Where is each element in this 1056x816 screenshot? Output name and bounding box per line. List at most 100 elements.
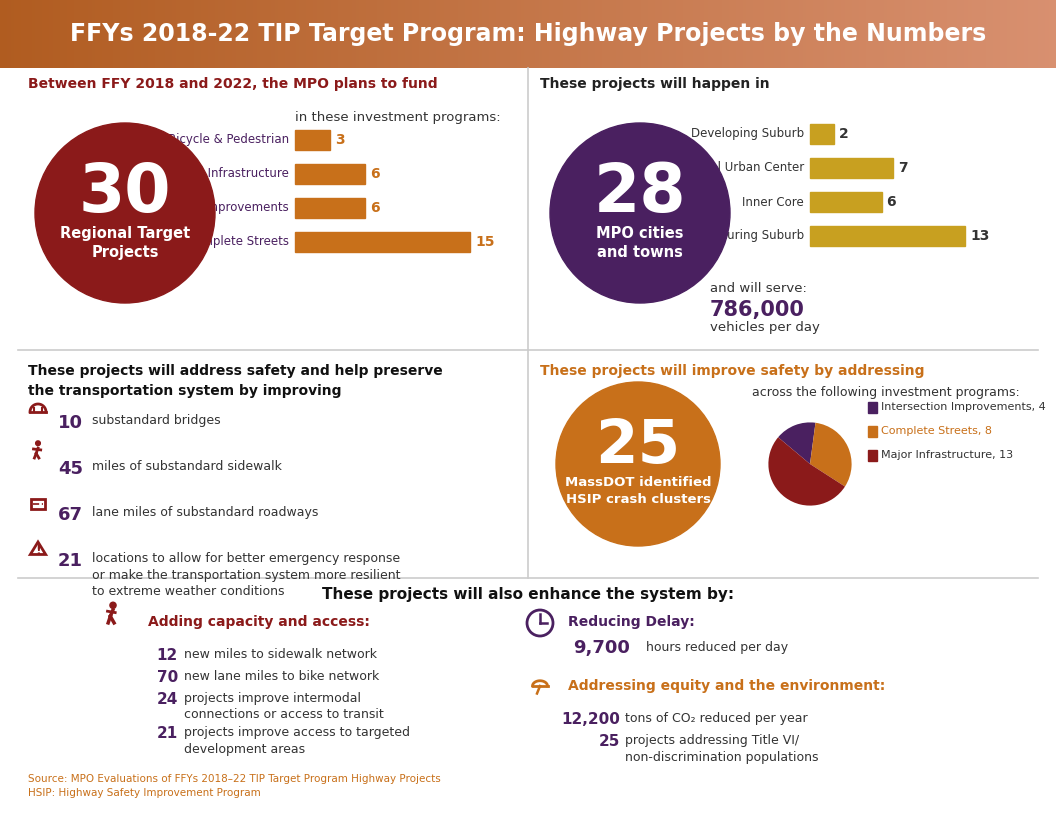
Bar <box>876 0 881 68</box>
Text: Complete Streets, 8: Complete Streets, 8 <box>881 426 992 436</box>
Bar <box>581 0 585 68</box>
Bar <box>267 0 272 68</box>
Bar <box>288 0 294 68</box>
Bar <box>781 0 786 68</box>
Bar <box>433 0 437 68</box>
Bar <box>563 0 568 68</box>
Text: These projects will happen in: These projects will happen in <box>540 77 770 91</box>
Bar <box>868 450 876 461</box>
Text: 13: 13 <box>970 229 989 243</box>
Bar <box>359 0 363 68</box>
Bar <box>887 0 891 68</box>
Text: locations to allow for better emergency response
or make the transportation syst: locations to allow for better emergency … <box>92 552 400 598</box>
Bar <box>525 0 529 68</box>
Bar <box>884 0 888 68</box>
Text: Developing Suburb: Developing Suburb <box>691 127 804 140</box>
Bar <box>985 0 991 68</box>
Bar <box>542 0 547 68</box>
Text: 70: 70 <box>156 670 178 685</box>
Text: 21: 21 <box>58 552 83 570</box>
Bar <box>1053 0 1056 68</box>
Bar <box>183 0 188 68</box>
Bar <box>116 0 120 68</box>
Bar <box>683 0 687 68</box>
Bar <box>383 0 389 68</box>
Bar <box>32 0 36 68</box>
Bar <box>264 0 268 68</box>
Bar <box>531 0 536 68</box>
Bar <box>641 0 645 68</box>
Bar <box>869 0 874 68</box>
Bar <box>868 402 876 413</box>
Bar <box>436 0 441 68</box>
Bar <box>193 0 199 68</box>
Bar <box>39 0 43 68</box>
Text: Inner Core: Inner Core <box>742 196 804 209</box>
Bar <box>517 0 522 68</box>
Text: Intersection Improvements, 4: Intersection Improvements, 4 <box>881 402 1045 412</box>
Bar <box>806 0 811 68</box>
Bar <box>352 0 357 68</box>
Bar <box>1011 0 1015 68</box>
Bar <box>475 0 479 68</box>
Bar <box>81 0 86 68</box>
Bar <box>486 0 490 68</box>
Bar <box>246 0 251 68</box>
Text: These projects will also enhance the system by:: These projects will also enhance the sys… <box>322 587 734 601</box>
Bar <box>145 0 149 68</box>
Bar <box>229 0 233 68</box>
Bar <box>810 158 893 178</box>
Bar <box>130 0 135 68</box>
Bar <box>763 0 769 68</box>
Bar <box>799 0 804 68</box>
Bar <box>11 0 15 68</box>
Text: Reducing Delay:: Reducing Delay: <box>568 615 695 629</box>
Bar <box>943 0 948 68</box>
Text: 3: 3 <box>335 133 344 147</box>
Bar <box>785 0 790 68</box>
Bar <box>859 0 864 68</box>
Bar <box>711 0 716 68</box>
Bar <box>56 0 61 68</box>
Bar <box>102 0 107 68</box>
Bar <box>947 0 951 68</box>
Circle shape <box>550 123 730 303</box>
Bar <box>665 0 670 68</box>
Bar <box>472 0 476 68</box>
Bar <box>465 0 469 68</box>
Bar <box>591 0 596 68</box>
Bar <box>155 0 159 68</box>
Bar <box>975 0 980 68</box>
Bar <box>468 0 473 68</box>
Text: new miles to sidewalk network: new miles to sidewalk network <box>184 648 377 661</box>
Bar <box>1049 0 1054 68</box>
Bar <box>77 0 82 68</box>
Text: hours reduced per day: hours reduced per day <box>646 641 788 654</box>
Bar <box>42 0 46 68</box>
Bar <box>151 0 156 68</box>
Bar <box>810 192 882 212</box>
Text: across the following investment programs:: across the following investment programs… <box>752 386 1020 399</box>
Text: projects improve access to targeted
development areas: projects improve access to targeted deve… <box>184 726 410 756</box>
Text: 30: 30 <box>79 160 171 226</box>
Bar <box>391 0 395 68</box>
Bar <box>950 0 955 68</box>
Bar <box>507 0 511 68</box>
Bar <box>753 0 758 68</box>
Bar <box>937 0 941 68</box>
Bar <box>573 0 579 68</box>
Text: Adding capacity and access:: Adding capacity and access: <box>148 615 370 629</box>
Bar <box>489 0 494 68</box>
Bar <box>180 0 184 68</box>
Text: 28: 28 <box>593 160 686 226</box>
Bar <box>401 0 406 68</box>
Bar <box>901 0 906 68</box>
Bar <box>67 0 72 68</box>
Text: 12: 12 <box>156 648 178 663</box>
Bar <box>996 0 1001 68</box>
Bar <box>757 0 761 68</box>
Bar <box>810 0 814 68</box>
Bar <box>219 0 223 68</box>
Bar <box>894 0 899 68</box>
Text: miles of substandard sidewalk: miles of substandard sidewalk <box>92 460 282 473</box>
